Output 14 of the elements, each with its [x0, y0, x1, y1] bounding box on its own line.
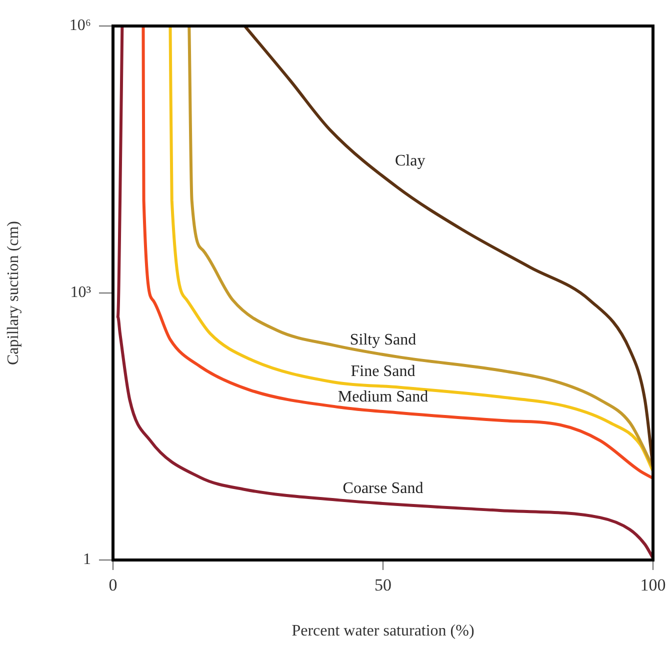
x-tick-label: 50 — [374, 576, 392, 595]
x-tick-label: 100 — [640, 576, 666, 595]
series-label: Clay — [395, 152, 426, 170]
y-axis-title: Capillary suction (cm) — [4, 221, 22, 365]
y-tick-label: 1 — [83, 551, 91, 568]
series-label: Coarse Sand — [342, 480, 424, 498]
y-tick-label: 10⁶ — [69, 17, 91, 34]
series-label: Silty Sand — [350, 331, 416, 348]
x-axis-title: Percent water saturation (%) — [292, 622, 474, 640]
series-label: Fine Sand — [350, 363, 416, 380]
line-series — [116, 26, 653, 560]
series-label: Medium Sand — [338, 388, 428, 406]
y-tick-label: 10³ — [70, 284, 92, 302]
x-tick-label: 0 — [108, 576, 118, 595]
